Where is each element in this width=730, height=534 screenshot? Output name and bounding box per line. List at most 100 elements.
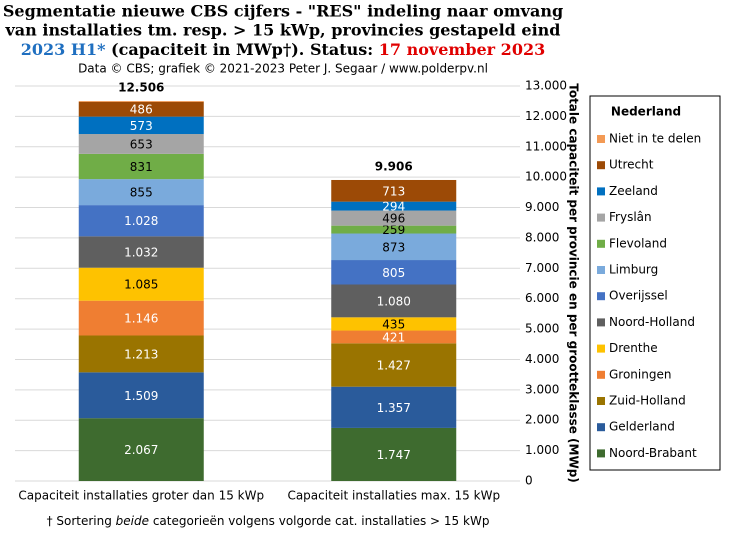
legend-label: Zeeland <box>609 184 658 198</box>
legend-label: Limburg <box>609 263 658 277</box>
bar-segment <box>78 116 204 135</box>
data-label: 713 <box>382 184 405 198</box>
legend-label: Zuid-Holland <box>609 394 686 408</box>
legend-label: Noord-Holland <box>609 315 695 329</box>
legend-swatch <box>597 318 605 327</box>
bar-segment <box>78 101 204 117</box>
legend-label: Overijssel <box>609 289 668 303</box>
data-label: 1.032 <box>124 246 158 260</box>
bar-segment <box>331 225 457 234</box>
data-label: 294 <box>382 200 405 214</box>
bar-segment <box>331 233 457 261</box>
legend-swatch <box>597 423 605 432</box>
bar-segment <box>78 372 204 419</box>
bar-segment <box>78 335 204 373</box>
y-tick-label: 11.000 <box>525 139 567 153</box>
legend-swatch <box>597 187 605 196</box>
chart-title: Segmentatie nieuwe CBS cijfers - "RES" i… <box>3 2 563 21</box>
data-label: 1.357 <box>377 401 411 415</box>
data-label: 1.085 <box>124 278 158 292</box>
legend-swatch <box>597 397 605 405</box>
chart-subtitle: Data © CBS; grafiek © 2021-2023 Peter J.… <box>78 62 488 76</box>
y-tick-label: 7.000 <box>525 261 559 275</box>
data-label: 573 <box>130 119 153 133</box>
data-label: 1.509 <box>124 389 158 403</box>
chart-title: 2023 H1* (capaciteit in MWp†). Status: 1… <box>21 40 545 59</box>
y-axis-label: Totale capaciteit per provincie en per g… <box>567 83 581 483</box>
legend-label: Gelderland <box>609 420 675 434</box>
legend-swatch <box>597 161 605 170</box>
y-tick-label: 4.000 <box>525 352 559 366</box>
total-label: 12.506 <box>118 81 164 95</box>
data-label: 1.028 <box>124 214 158 228</box>
data-label: 1.146 <box>124 312 158 326</box>
total-label: 9.906 <box>375 160 413 174</box>
legend-swatch <box>597 370 605 379</box>
y-tick-label: 6.000 <box>525 291 559 305</box>
legend-label: Fryslân <box>609 210 652 224</box>
footnote-part: beide <box>116 514 149 528</box>
bar-segment <box>331 201 457 211</box>
bar-segment <box>331 260 457 285</box>
legend-swatch <box>597 239 605 248</box>
footnote: † Sortering beide categorieën volgens vo… <box>47 514 490 528</box>
data-label: 496 <box>382 212 405 226</box>
title-part: 17 november 2023 <box>379 40 545 59</box>
y-tick-label: 1.000 <box>525 443 559 457</box>
bar-segment <box>78 153 204 180</box>
legend-swatch <box>597 135 605 143</box>
bar-segment <box>78 300 204 336</box>
bar-segment <box>331 386 457 428</box>
bar-segment <box>331 317 457 331</box>
legend-swatch <box>597 449 605 458</box>
data-label: 435 <box>382 317 405 331</box>
legend-title: Nederland <box>611 105 681 119</box>
bar-segment <box>331 179 457 202</box>
x-tick-label: Capaciteit installaties groter dan 15 kW… <box>18 489 264 503</box>
legend-swatch <box>597 266 605 274</box>
title-part: 2023 H1* <box>21 40 106 59</box>
bar-segment <box>78 179 204 206</box>
bar-segment <box>331 330 457 344</box>
data-label: 855 <box>130 186 153 200</box>
legend-label: Niet in te delen <box>609 132 701 146</box>
data-label: 421 <box>382 330 405 344</box>
footnote-part: categorieën volgens volgorde cat. instal… <box>149 514 489 528</box>
data-label: 2.067 <box>124 443 158 457</box>
y-tick-label: 12.000 <box>525 109 567 123</box>
data-label: 831 <box>130 160 153 174</box>
y-tick-label: 2.000 <box>525 413 559 427</box>
bar-segment <box>331 343 457 387</box>
legend-swatch <box>597 292 605 301</box>
legend-swatch <box>597 213 605 222</box>
x-tick-label: Capaciteit installaties max. 15 kWp <box>287 489 500 503</box>
data-label: 1.213 <box>124 347 158 361</box>
bar-segment <box>78 418 204 481</box>
legend-label: Drenthe <box>609 341 658 355</box>
data-label: 1.427 <box>377 359 411 373</box>
data-label: 1.747 <box>377 448 411 462</box>
y-tick-label: 8.000 <box>525 230 559 244</box>
legend-label: Flevoland <box>609 236 667 250</box>
y-tick-label: 9.000 <box>525 200 559 214</box>
bar-segment <box>78 236 204 268</box>
data-label: 259 <box>382 223 405 237</box>
bar-segment <box>78 205 204 237</box>
y-tick-label: 10.000 <box>525 170 567 184</box>
bar-segment <box>331 427 457 481</box>
bar-segment <box>78 134 204 154</box>
y-tick-label: 13.000 <box>525 79 567 93</box>
legend-box <box>589 95 721 471</box>
data-label: 805 <box>382 266 405 280</box>
legend-label: Groningen <box>609 367 671 381</box>
bar-segment <box>78 101 204 102</box>
y-tick-label: 0 <box>525 474 533 488</box>
legend-label: Utrecht <box>609 158 654 172</box>
footnote-part: † Sortering <box>47 514 116 528</box>
data-label: 873 <box>382 240 405 254</box>
legend-label: Noord-Brabant <box>609 446 697 460</box>
data-label: 1.080 <box>377 294 411 308</box>
legend-swatch <box>597 344 605 353</box>
bar-segment <box>331 210 457 226</box>
